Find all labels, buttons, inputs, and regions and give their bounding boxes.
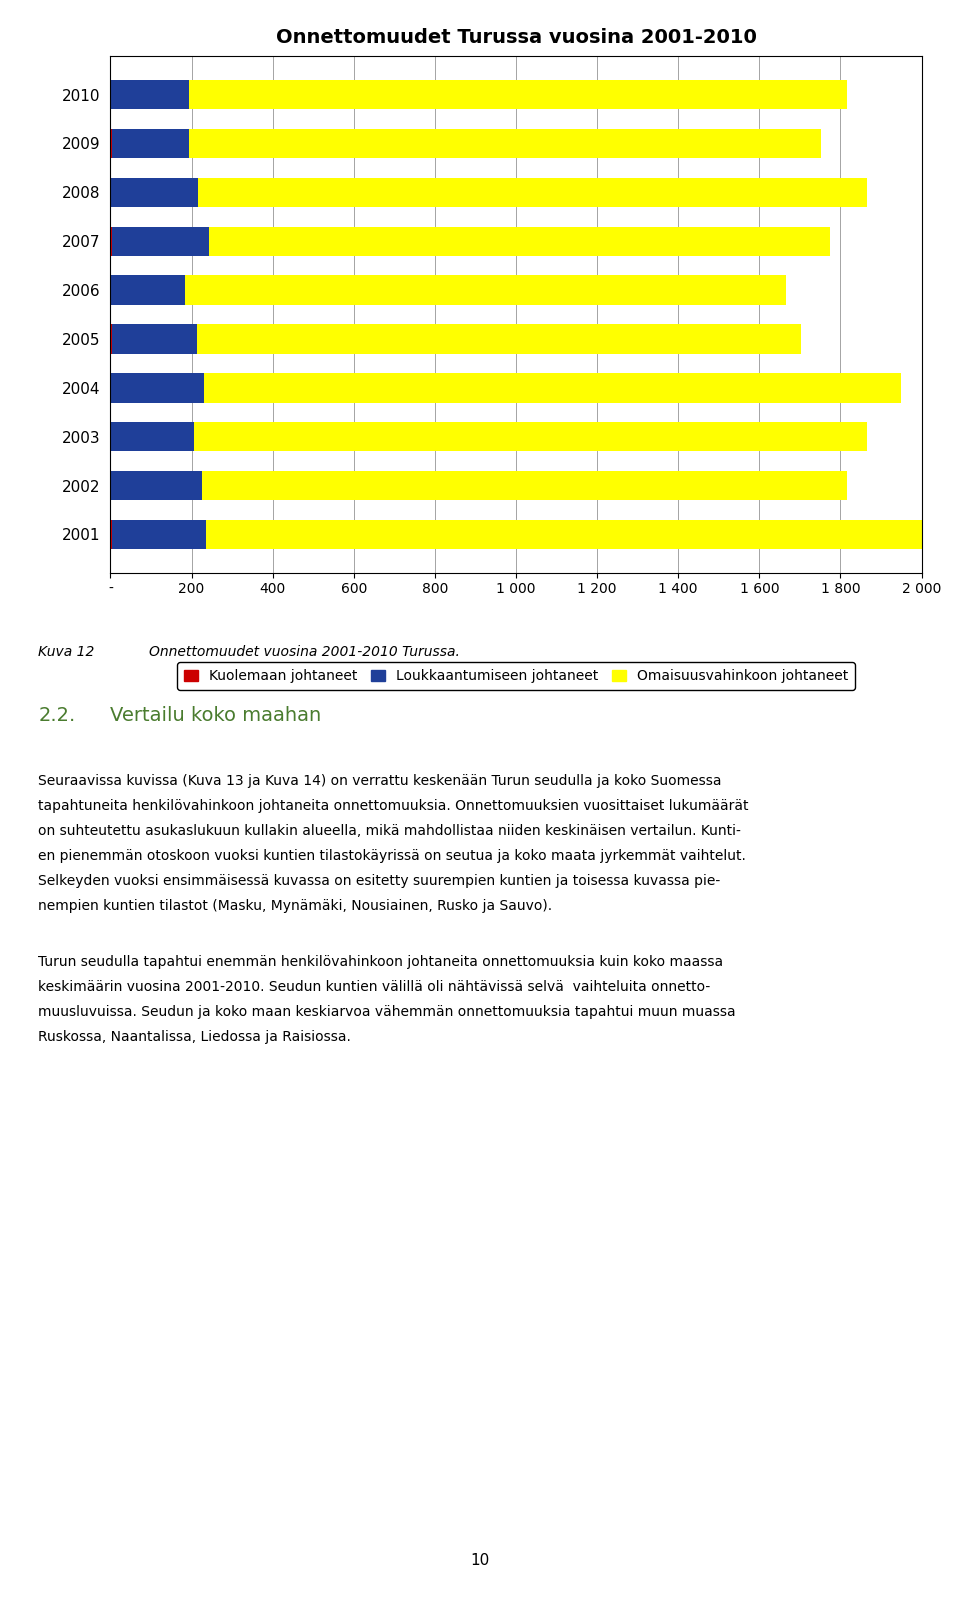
Text: Vertailu koko maahan: Vertailu koko maahan (110, 706, 322, 726)
Bar (209, 226, 830, 256)
Bar (197, 324, 802, 353)
Bar (205, 519, 960, 548)
Bar (111, 324, 197, 353)
Text: 2.2.: 2.2. (38, 706, 76, 726)
Bar (110, 423, 194, 452)
Text: Ruskossa, Naantalissa, Liedossa ja Raisiossa.: Ruskossa, Naantalissa, Liedossa ja Raisi… (38, 1031, 351, 1044)
Text: Selkeyden vuoksi ensimmäisessä kuvassa on esitetty suurempien kuntien ja toisess: Selkeyden vuoksi ensimmäisessä kuvassa o… (38, 874, 721, 889)
Bar (185, 276, 785, 305)
Bar (110, 471, 202, 500)
Legend: Kuolemaan johtaneet, Loukkaantumiseen johtaneet, Omaisuusvahinkoon johtaneet: Kuolemaan johtaneet, Loukkaantumiseen jo… (177, 663, 855, 690)
Bar (194, 423, 867, 452)
Text: 10: 10 (470, 1553, 490, 1568)
Bar (189, 81, 847, 110)
Text: Turun seudulla tapahtui enemmän henkilövahinkoon johtaneita onnettomuuksia kuin : Turun seudulla tapahtui enemmän henkilöv… (38, 955, 724, 969)
Title: Onnettomuudet Turussa vuosina 2001-2010: Onnettomuudet Turussa vuosina 2001-2010 (276, 27, 756, 47)
Text: Onnettomuudet vuosina 2001-2010 Turussa.: Onnettomuudet vuosina 2001-2010 Turussa. (149, 645, 460, 660)
Bar (110, 226, 112, 256)
Text: Kuva 12: Kuva 12 (38, 645, 95, 660)
Text: en pienemmän otoskoon vuoksi kuntien tilastokäyrissä on seutua ja koko maata jyr: en pienemmän otoskoon vuoksi kuntien til… (38, 848, 746, 863)
Text: keskimäärin vuosina 2001-2010. Seudun kuntien välillä oli nähtävissä selvä  vaih: keskimäärin vuosina 2001-2010. Seudun ku… (38, 981, 710, 994)
Text: on suhteutettu asukaslukuun kullakin alueella, mikä mahdollistaa niiden keskinäi: on suhteutettu asukaslukuun kullakin alu… (38, 824, 741, 839)
Text: tapahtuneita henkilövahinkoon johtaneita onnettomuuksia. Onnettomuuksien vuositt: tapahtuneita henkilövahinkoon johtaneita… (38, 798, 749, 813)
Bar (110, 373, 204, 403)
Bar (202, 471, 847, 500)
Bar (112, 226, 209, 256)
Bar (110, 519, 112, 548)
Text: muusluvuissa. Seudun ja koko maan keskiarvoa vähemmän onnettomuuksia tapahtui mu: muusluvuissa. Seudun ja koko maan keskia… (38, 1005, 736, 1019)
Bar (110, 276, 185, 305)
Bar (110, 177, 198, 206)
Bar (111, 129, 189, 158)
Bar (189, 129, 822, 158)
Bar (110, 81, 189, 110)
Bar (112, 519, 205, 548)
Bar (110, 324, 111, 353)
Text: nempien kuntien tilastot (Masku, Mynämäki, Nousiainen, Rusko ja Sauvo).: nempien kuntien tilastot (Masku, Mynämäk… (38, 900, 553, 913)
Bar (198, 177, 867, 206)
Bar (204, 373, 901, 403)
Bar (110, 129, 111, 158)
Text: Seuraavissa kuvissa (Kuva 13 ja Kuva 14) on verrattu keskenään Turun seudulla ja: Seuraavissa kuvissa (Kuva 13 ja Kuva 14)… (38, 774, 722, 789)
